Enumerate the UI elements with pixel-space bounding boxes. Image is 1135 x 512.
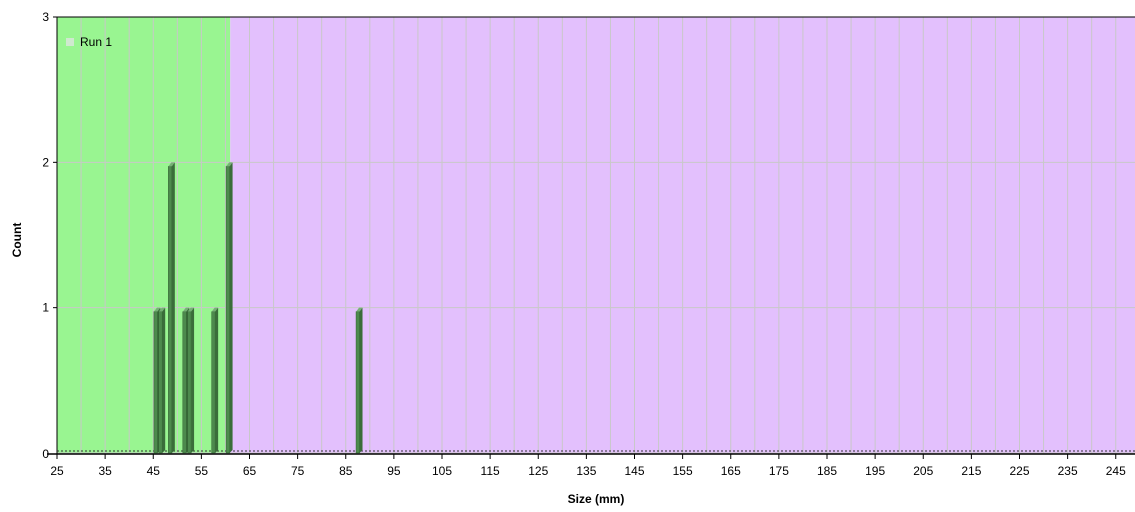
bar-top-face	[153, 307, 161, 312]
x-tick-label: 205	[913, 464, 933, 478]
x-tick-label: 225	[1009, 464, 1029, 478]
bar-side-face	[215, 307, 219, 453]
x-tick-label: 165	[721, 464, 741, 478]
x-tick-label: 145	[624, 464, 644, 478]
x-tick-label: 185	[817, 464, 837, 478]
bar	[225, 166, 230, 454]
bar-top-face	[226, 162, 233, 167]
bar-top-face	[211, 307, 219, 312]
x-tick-label: 135	[576, 464, 596, 478]
bar-side-face	[162, 307, 166, 453]
x-tick-label: 245	[1106, 464, 1126, 478]
x-tick-label: 95	[387, 464, 401, 478]
legend-label: Run 1	[80, 35, 112, 49]
x-tick-label: 35	[98, 464, 112, 478]
bar-top-face	[168, 162, 175, 167]
bar	[355, 311, 360, 454]
bar-top-face	[187, 307, 195, 312]
y-tick-label: 3	[42, 10, 49, 24]
bar-top-face	[158, 307, 166, 312]
x-tick-label: 195	[865, 464, 885, 478]
bar	[168, 166, 173, 454]
x-tick-label: 45	[147, 464, 161, 478]
y-tick-label: 1	[42, 301, 49, 315]
x-tick-label: 215	[961, 464, 981, 478]
bar	[187, 311, 192, 454]
legend-swatch	[66, 38, 74, 46]
x-tick-label: 105	[432, 464, 452, 478]
x-tick-label: 75	[291, 464, 305, 478]
bar-top-face	[182, 307, 190, 312]
x-tick-label: 55	[195, 464, 209, 478]
background-region-0	[57, 17, 231, 453]
bar	[211, 311, 216, 454]
bar-side-face	[359, 307, 363, 453]
y-axis-title: Count	[10, 223, 24, 258]
x-axis-title: Size (mm)	[568, 492, 625, 506]
x-tick-label: 235	[1058, 464, 1078, 478]
bar-side-face	[229, 162, 233, 454]
bar	[182, 311, 187, 454]
x-tick-label: 115	[481, 464, 500, 478]
y-tick-label: 2	[42, 155, 49, 169]
bar-top-face	[356, 307, 363, 312]
x-tick-label: 125	[528, 464, 548, 478]
bar	[153, 311, 158, 454]
bar-side-face	[191, 307, 195, 453]
x-tick-label: 25	[50, 464, 64, 478]
x-tick-label: 85	[339, 464, 353, 478]
x-tick-label: 65	[243, 464, 257, 478]
x-tick-label: 175	[769, 464, 789, 478]
x-tick-label: 155	[673, 464, 693, 478]
bar-side-face	[171, 162, 175, 454]
y-tick-label: 0	[42, 447, 49, 461]
bar	[158, 311, 163, 454]
